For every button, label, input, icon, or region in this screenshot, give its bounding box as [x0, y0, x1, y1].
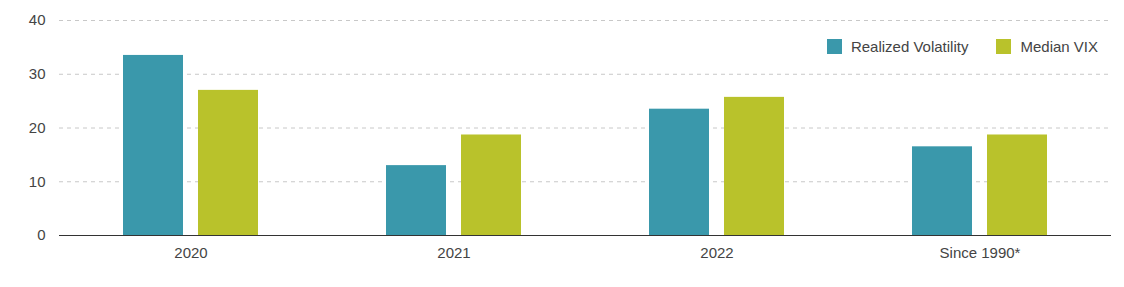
svg-text:0: 0 [37, 226, 45, 243]
svg-text:30: 30 [29, 65, 46, 82]
svg-text:40: 40 [29, 11, 46, 28]
svg-text:2020: 2020 [174, 244, 207, 261]
svg-text:2022: 2022 [700, 244, 733, 261]
svg-text:20: 20 [29, 119, 46, 136]
svg-text:Since 1990*: Since 1990* [940, 244, 1021, 261]
svg-text:2021: 2021 [437, 244, 470, 261]
html-text:Realized Volatility: Realized Volatility [850, 38, 969, 55]
html-text:Median VIX: Median VIX [1020, 38, 1098, 55]
svg-text:10: 10 [29, 173, 46, 190]
